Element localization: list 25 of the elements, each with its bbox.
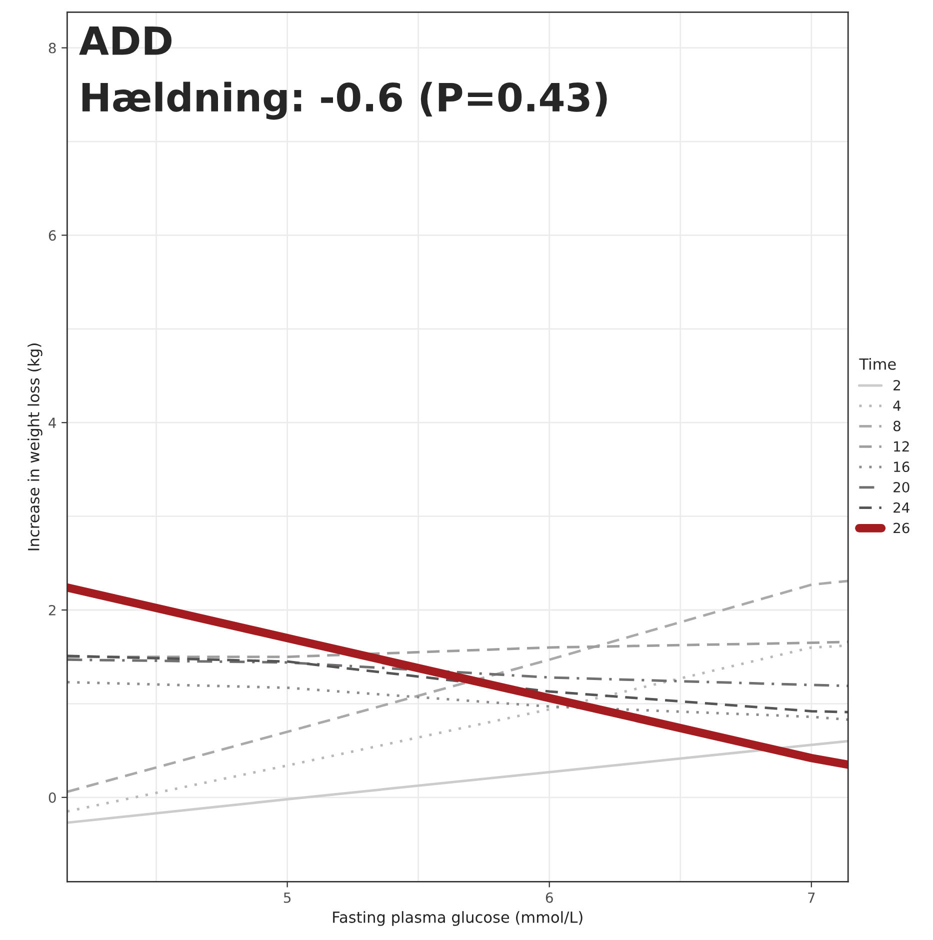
legend-label: 12 [894, 441, 909, 452]
y-tick-label: 8 [48, 42, 56, 54]
y-tick-label: 6 [48, 230, 56, 241]
legend-title: Time [859, 358, 896, 370]
y-tick-label: 0 [48, 792, 56, 803]
legend-label: 24 [894, 502, 910, 513]
chart-title: ADD [79, 26, 172, 55]
text: Hældning: -0.6 (P=0.43) [82, 82, 607, 120]
legend-label: 20 [894, 482, 910, 492]
line-series [67, 658, 848, 688]
legend-label: 2 [894, 380, 900, 390]
legend-label: 8 [893, 420, 900, 432]
legend-label: 26 [894, 522, 910, 534]
line-series [67, 680, 848, 721]
y-tick-label: 4 [48, 418, 56, 428]
y-axis-title: Increase in weight loss (kg) [28, 344, 42, 550]
legend-label: 16 [894, 462, 910, 472]
x-tick-label: 5 [284, 892, 291, 903]
line-series [67, 654, 848, 714]
x-tick-label: 7 [808, 892, 815, 903]
x-tick-label: 6 [546, 892, 553, 903]
legend-label: 4 [893, 400, 901, 411]
x-axis-title: Fasting plasma glucose (mmol/L) [333, 911, 582, 926]
y-tick-label: 2 [48, 604, 56, 616]
line-series [67, 740, 848, 824]
